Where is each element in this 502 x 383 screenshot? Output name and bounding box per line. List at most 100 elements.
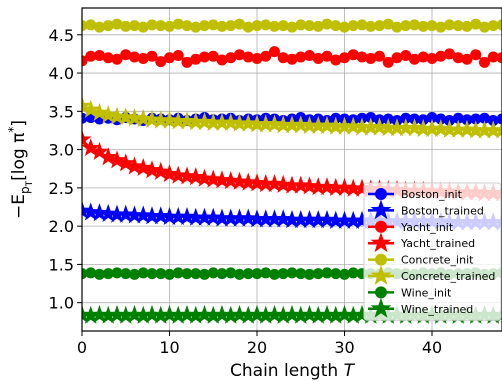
data-point xyxy=(212,112,232,131)
data-point xyxy=(212,208,232,227)
data-point xyxy=(85,19,97,31)
data-point xyxy=(496,19,502,31)
data-point xyxy=(334,210,355,229)
data-point xyxy=(286,267,298,279)
data-point xyxy=(146,50,158,62)
data-point xyxy=(242,21,254,33)
data-point xyxy=(89,304,110,324)
data-point xyxy=(137,267,149,279)
data-point xyxy=(251,20,263,32)
data-point xyxy=(151,161,171,180)
data-point xyxy=(417,51,429,63)
data-point xyxy=(339,52,350,64)
data-point xyxy=(273,209,293,228)
data-point xyxy=(273,115,293,134)
legend-entry: Yacht_init xyxy=(368,220,454,234)
data-point xyxy=(334,304,355,324)
data-point xyxy=(264,304,285,324)
data-point xyxy=(124,156,145,175)
data-point xyxy=(168,165,188,184)
legend-entry: Wine_init xyxy=(368,286,452,299)
legend-entry: Concrete_trained xyxy=(368,265,495,285)
data-point xyxy=(137,21,149,33)
data-point xyxy=(216,20,228,32)
data-point xyxy=(124,304,145,324)
legend-entry: Boston_init xyxy=(368,188,463,201)
x-tick-label: 30 xyxy=(334,338,354,357)
data-point xyxy=(142,160,162,179)
data-point xyxy=(221,112,241,131)
x-tick-label: 10 xyxy=(159,338,179,357)
data-point xyxy=(291,175,311,194)
data-point xyxy=(365,20,377,32)
data-point xyxy=(116,305,136,324)
data-point xyxy=(452,20,464,32)
data-point xyxy=(291,115,311,134)
data-point xyxy=(190,53,202,65)
data-point xyxy=(382,56,394,68)
data-point xyxy=(238,113,258,132)
data-point xyxy=(339,21,350,33)
data-point xyxy=(94,21,105,33)
data-point xyxy=(124,108,145,127)
data-point xyxy=(107,304,127,324)
y-tick-label: 4.0 xyxy=(49,64,74,83)
data-point xyxy=(374,50,385,62)
data-point xyxy=(312,268,324,280)
data-point xyxy=(159,110,180,129)
data-point xyxy=(207,50,219,62)
data-point xyxy=(400,20,412,32)
data-point xyxy=(435,21,447,33)
data-point xyxy=(251,53,263,65)
data-point xyxy=(212,170,232,189)
data-point xyxy=(326,210,346,229)
data-point xyxy=(142,304,162,324)
data-point xyxy=(343,116,363,135)
data-point xyxy=(229,304,250,324)
data-point xyxy=(326,116,346,135)
data-point xyxy=(82,305,101,324)
data-point xyxy=(343,178,363,197)
data-point xyxy=(186,112,206,131)
data-point xyxy=(190,268,202,280)
data-point xyxy=(133,157,153,177)
data-point xyxy=(264,209,285,228)
data-point xyxy=(347,20,359,32)
x-tick-label: 0 xyxy=(77,338,87,357)
y-tick-label: 1.5 xyxy=(49,255,74,274)
data-point xyxy=(269,46,280,58)
data-point xyxy=(264,114,285,133)
data-point xyxy=(203,305,223,324)
data-point xyxy=(352,304,372,324)
data-point xyxy=(98,105,118,124)
data-point xyxy=(321,18,333,30)
data-point xyxy=(194,168,215,187)
data-point xyxy=(102,20,114,32)
data-point xyxy=(452,112,464,124)
data-point xyxy=(347,49,359,61)
data-point xyxy=(361,117,381,136)
data-point xyxy=(466,120,486,139)
data-point xyxy=(308,115,328,134)
data-point xyxy=(321,267,333,279)
data-point xyxy=(155,268,167,280)
data-point xyxy=(299,304,320,324)
data-point xyxy=(225,267,237,279)
y-tick-label: 2.5 xyxy=(49,179,74,198)
data-point xyxy=(496,52,502,64)
data-point xyxy=(312,53,324,65)
data-point xyxy=(339,268,350,280)
data-point xyxy=(229,171,250,190)
data-point xyxy=(159,304,180,324)
data-point xyxy=(269,20,280,32)
data-point xyxy=(295,19,307,31)
data-point xyxy=(216,54,228,66)
data-point xyxy=(247,173,267,192)
data-point xyxy=(431,118,451,138)
data-point xyxy=(172,267,184,279)
axis-ticks: 0 10 20 30 40 1.0 1.5 2.0 2.5 3.0 3.5 4.0 4.5 xyxy=(49,26,443,357)
data-point xyxy=(299,115,320,134)
data-point xyxy=(264,174,285,193)
data-point xyxy=(317,177,337,196)
data-point xyxy=(85,50,97,62)
